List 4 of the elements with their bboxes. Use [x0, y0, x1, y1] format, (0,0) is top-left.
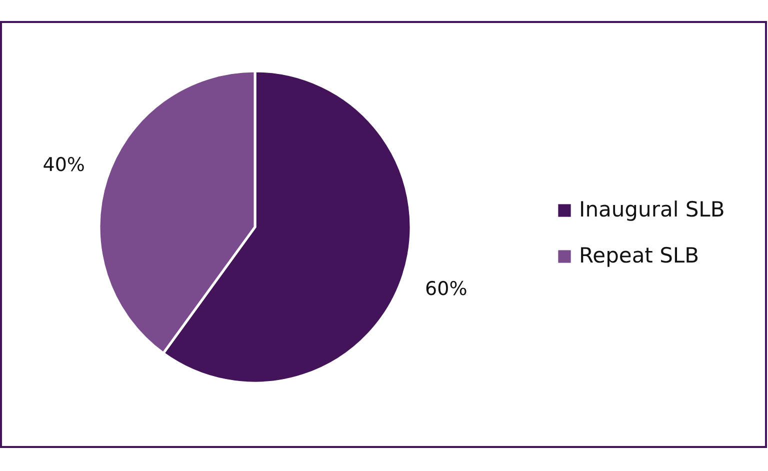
data-label: 40% — [42, 154, 85, 176]
legend-label: Repeat SLB — [579, 244, 700, 268]
data-label: 60% — [425, 278, 468, 300]
legend-label: Inaugural SLB — [579, 198, 725, 222]
